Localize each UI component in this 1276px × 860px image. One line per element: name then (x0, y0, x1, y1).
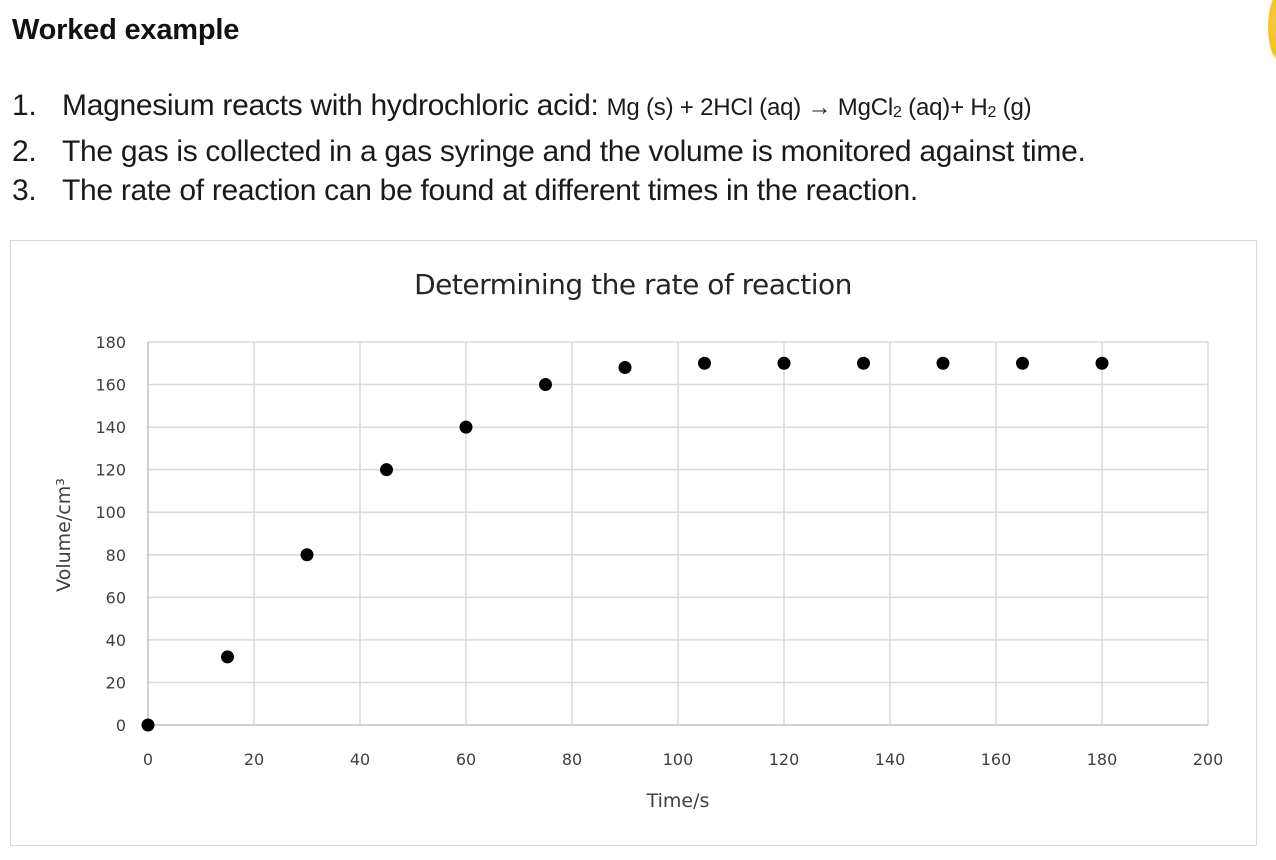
step-text: The rate of reaction can be found at dif… (62, 174, 918, 207)
y-tick-label: 60 (106, 588, 126, 607)
equation-state: (aq)+ (901, 94, 971, 121)
y-tick-label: 80 (106, 546, 126, 565)
x-tick-label: 60 (456, 750, 476, 769)
data-point-marker (777, 356, 791, 370)
y-tick-label: 20 (106, 673, 126, 692)
x-tick-label: 40 (350, 750, 370, 769)
data-point-marker (936, 356, 950, 370)
step-number: 2. (12, 135, 37, 168)
step-number: 3. (12, 174, 37, 207)
x-tick-label: 140 (875, 750, 906, 769)
x-tick-label: 100 (663, 750, 694, 769)
x-tick-label: 180 (1087, 750, 1118, 769)
equation-product-h2: H (970, 94, 988, 121)
step-text: Magnesium reacts with hydrochloric acid: (62, 89, 599, 122)
x-tick-label: 80 (562, 750, 582, 769)
step-3: 3. The rate of reaction can be found at d… (12, 171, 1086, 210)
data-point-marker (698, 356, 711, 370)
data-point-marker (380, 463, 393, 477)
subscript: 2 (987, 104, 997, 121)
x-tick-label: 120 (769, 750, 800, 769)
data-point-marker (459, 420, 473, 434)
page-heading: Worked example (12, 14, 240, 46)
subscript: 2 (893, 104, 902, 121)
data-point-marker (141, 718, 155, 732)
y-tick-label: 160 (95, 376, 126, 395)
equation-product-mgcl2: MgCl (837, 94, 894, 121)
reaction-arrow-icon: → (807, 94, 832, 121)
x-tick-label: 200 (1193, 750, 1224, 769)
step-1: 1. Magnesium reacts with hydrochloric aci… (12, 86, 1086, 132)
x-tick-label: 160 (981, 750, 1012, 769)
y-tick-label: 140 (95, 418, 126, 437)
y-tick-label: 40 (106, 631, 126, 650)
gridlines (147, 341, 1209, 726)
x-axis-title: Time/s (646, 790, 710, 812)
chart-container (10, 240, 1257, 846)
data-point-marker (618, 361, 632, 375)
step-number: 1. (12, 89, 37, 122)
y-tick-label: 180 (95, 333, 126, 352)
data-point-marker (539, 378, 552, 392)
x-tick-label: 20 (244, 750, 264, 769)
chemical-equation: Mg (s) + 2HCl (aq) → MgCl2 (aq)+ H2 (g) (607, 94, 1032, 121)
y-axis-tick-labels: 0 20 40 60 80 100 120 140 160 180 (95, 333, 126, 735)
data-point-marker (300, 548, 314, 562)
data-point-marker (221, 650, 234, 664)
y-tick-label: 0 (116, 716, 126, 735)
data-point-marker (1095, 356, 1109, 370)
step-2: 2. The gas is collected in a gas syringe … (12, 132, 1086, 171)
x-tick-label: 0 (143, 750, 153, 769)
data-points (141, 356, 1109, 732)
data-point-marker (857, 356, 870, 370)
step-text: The gas is collected in a gas syringe an… (62, 135, 1086, 168)
y-tick-label: 120 (95, 461, 126, 480)
x-axis-tick-labels: 0 20 40 60 80 100 120 140 160 180 200 (143, 750, 1223, 769)
equation-reactants: Mg (s) + 2HCl (aq) (606, 94, 802, 121)
steps-list: 1. Magnesium reacts with hydrochloric aci… (12, 86, 1086, 210)
equation-state: (g) (996, 94, 1032, 121)
y-tick-label: 100 (95, 503, 126, 522)
chart-title: Determining the rate of reaction (414, 268, 852, 301)
y-axis-title: Volume/cm³ (53, 478, 75, 592)
decorative-yellow-shape (1268, 0, 1276, 62)
data-point-marker (1016, 356, 1029, 370)
